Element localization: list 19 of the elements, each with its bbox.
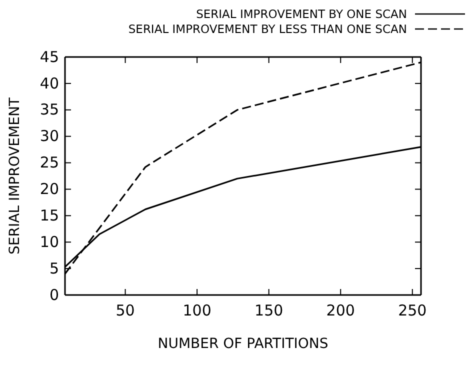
y-axis-title: SERIAL IMPROVEMENT (7, 97, 23, 254)
y-tick-label: 30 (40, 127, 59, 146)
x-tick-label: 250 (398, 302, 427, 320)
y-tick-label: 0 (49, 286, 59, 304)
y-tick-label: 10 (40, 232, 59, 251)
y-tick-label: 20 (40, 180, 59, 198)
legend-label: SERIAL IMPROVEMENT BY LESS THAN ONE SCAN (128, 22, 407, 36)
x-tick-label: 150 (254, 302, 284, 320)
y-tick-label: 45 (40, 48, 59, 66)
x-tick-label: 200 (326, 302, 355, 320)
x-tick-label: 50 (116, 302, 135, 320)
x-tick-label: 100 (182, 302, 212, 320)
x-axis-title: NUMBER OF PARTITIONS (158, 336, 328, 352)
y-tick-label: 40 (40, 74, 59, 92)
y-tick-label: 35 (40, 100, 59, 119)
legend-label: SERIAL IMPROVEMENT BY ONE SCAN (196, 7, 407, 21)
y-tick-label: 15 (40, 206, 59, 224)
y-tick-label: 5 (49, 259, 59, 278)
y-tick-label: 25 (40, 154, 59, 172)
